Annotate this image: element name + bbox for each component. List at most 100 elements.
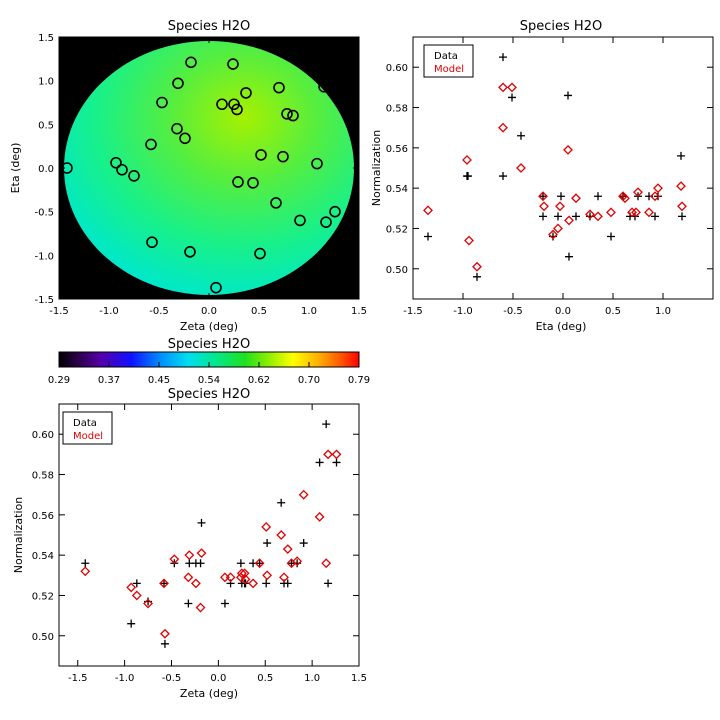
colorbar-title: Species H2O <box>168 337 250 352</box>
zeta-model-point <box>195 602 206 613</box>
map-source-point <box>156 96 168 109</box>
map-field <box>64 41 354 295</box>
zeta-data-point <box>283 579 292 588</box>
zeta-xtick-label: 0.5 <box>257 673 273 684</box>
eta-model-point <box>516 163 526 173</box>
zeta-model-point <box>143 598 153 609</box>
eta-data-point <box>651 212 659 221</box>
zeta-model-point <box>240 574 251 585</box>
eta-model-point <box>472 261 482 272</box>
map-ytick-label: -1.5 <box>34 295 54 306</box>
colorbar-panel: Species H2O 0.29 0.37 0.45 0.54 0.62 0.70 0.79 <box>48 337 370 386</box>
zeta-data-point <box>132 579 141 588</box>
eta-data-point <box>678 212 686 221</box>
zeta-data-point <box>255 559 264 568</box>
map-source-point <box>320 216 332 228</box>
map-source-point <box>277 150 289 163</box>
zeta-xtick-label: 1.0 <box>304 673 320 684</box>
eta-data-point <box>539 212 547 221</box>
eta-model-point <box>644 207 654 218</box>
eta-model-point <box>507 82 517 93</box>
zeta-data-point <box>315 458 324 467</box>
zeta-model-point <box>282 544 293 555</box>
colorbar-tick-label: 0.54 <box>198 375 220 386</box>
colorbar-tick-label: 0.62 <box>248 375 270 386</box>
eta-data-point <box>499 172 507 181</box>
map-source-point <box>311 157 323 170</box>
zeta-model-point <box>196 548 207 559</box>
eta-ytick-label: 0.56 <box>386 144 408 155</box>
eta-scatter-panel: Species H2O -1.5 -1.0 -0.5 0.0 0.5 1.0 0.50 0.5… <box>370 19 714 333</box>
eta-model-point <box>539 201 549 212</box>
zeta-model-point <box>169 554 180 565</box>
zeta-data-point <box>197 518 206 527</box>
zeta-model-point <box>131 590 142 601</box>
zeta-frame <box>58 403 360 667</box>
map-ytick-label: -0.5 <box>34 208 54 219</box>
map-source-point <box>227 58 239 70</box>
zeta-model-point <box>261 522 272 532</box>
eta-xtick-label: -0.5 <box>503 306 523 317</box>
eta-data-point <box>565 252 573 261</box>
eta-model-point <box>553 223 563 234</box>
zeta-data-point <box>299 539 308 548</box>
map-source-point <box>281 108 293 120</box>
eta-data-point <box>539 192 547 201</box>
map-xtick-label: 1.0 <box>301 306 317 317</box>
zeta-model-point <box>190 578 201 589</box>
colorbar-tick-label: 0.29 <box>48 375 70 386</box>
eta-model-point <box>464 235 474 246</box>
eta-model-point <box>462 155 472 165</box>
map-xtick-label: -1.0 <box>99 306 119 317</box>
eta-legend-box <box>423 44 474 78</box>
zeta-xtick-label: 1.5 <box>351 673 367 684</box>
map-source-point <box>270 197 282 209</box>
eta-xtick-label: 0.0 <box>555 306 571 317</box>
eta-data-point <box>557 192 565 201</box>
zeta-data-point <box>236 559 245 568</box>
zeta-model-point <box>160 628 170 639</box>
zeta-model-point <box>126 582 137 593</box>
zeta-model-point <box>184 550 195 561</box>
zeta-model-point <box>220 572 230 583</box>
map-source-point <box>232 176 244 188</box>
eta-xtick-label: 1.0 <box>655 306 671 317</box>
zeta-data-point <box>263 539 272 548</box>
eta-model-point <box>563 144 573 155</box>
zeta-ytick-label: 0.50 <box>32 632 54 643</box>
map-ylabel: Eta (deg) <box>9 143 22 194</box>
eta-data-point <box>473 272 481 281</box>
zeta-model-point <box>183 572 194 583</box>
eta-model-point <box>548 229 558 240</box>
eta-legend-data: Data <box>434 51 458 62</box>
zeta-model-point <box>276 530 287 540</box>
map-source-point <box>184 246 196 258</box>
zeta-data-point <box>160 579 168 588</box>
zeta-model-point <box>279 572 289 583</box>
zeta-model-point <box>262 570 273 581</box>
eta-model-point <box>498 122 508 133</box>
zeta-data-point <box>160 639 169 648</box>
zeta-model-point <box>254 558 265 569</box>
eta-model-point <box>585 209 595 220</box>
map-xtick-label: 1.5 <box>351 306 367 317</box>
map-source-point <box>247 177 259 189</box>
zeta-xtick-label: 0.0 <box>210 673 226 684</box>
map-panel: Species H2O -1.5 -1.0 -0.5 0.0 0.5 1.0 1.5 -1.5… <box>9 19 367 333</box>
eta-ytick-label: 0.58 <box>386 104 408 115</box>
zeta-xtick-label: -1.5 <box>68 673 88 684</box>
map-xtick-label: -0.5 <box>149 306 169 317</box>
eta-xtick-label: -1.0 <box>453 306 473 317</box>
zeta-model-point <box>239 568 250 579</box>
zeta-data-point <box>184 599 193 608</box>
map-source-point <box>179 132 191 145</box>
zeta-data-point <box>322 420 331 429</box>
eta-data-point <box>508 93 516 102</box>
eta-model-point <box>676 181 686 192</box>
map-ytick-label: 1.5 <box>38 33 54 44</box>
eta-data-point <box>517 131 525 140</box>
map-source-point <box>185 56 197 69</box>
zeta-model-point <box>298 489 309 500</box>
map-ytick-label: 0.0 <box>38 164 54 175</box>
zeta-legend-model: Model <box>73 431 103 442</box>
